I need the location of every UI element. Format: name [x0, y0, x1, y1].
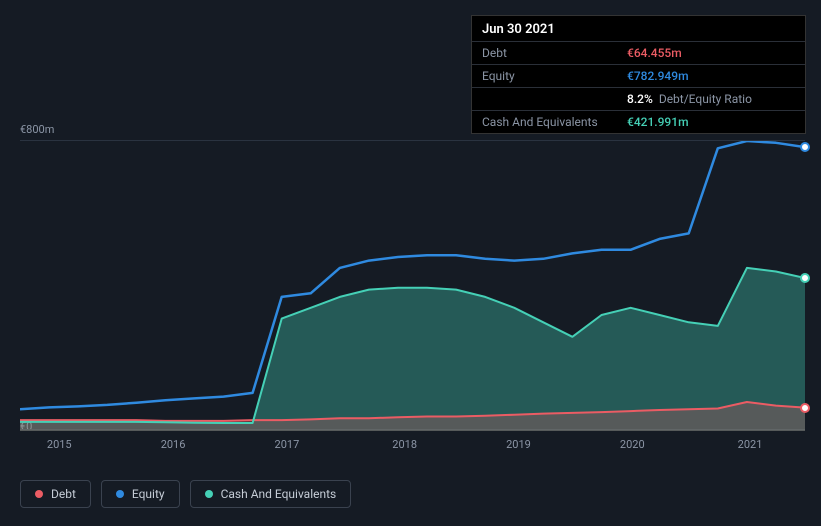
legend-item-cash-and-equivalents[interactable]: Cash And Equivalents [190, 480, 352, 508]
series-endpoint [800, 142, 810, 152]
x-label: 2015 [47, 438, 72, 451]
legend-dot [116, 490, 124, 498]
legend: Debt Equity Cash And Equivalents [20, 480, 351, 508]
x-label: 2016 [161, 438, 186, 451]
tooltip-label [482, 92, 627, 106]
x-label: 2017 [275, 438, 300, 451]
chart-area: €800m €0 2015201620172018201920202021 [20, 120, 805, 470]
tooltip-value: €64.455m [627, 46, 682, 60]
x-label: 2020 [620, 438, 645, 451]
tooltip: Jun 30 2021 Debt€64.455mEquity€782.949m8… [471, 15, 806, 134]
legend-label: Debt [51, 487, 76, 501]
legend-dot [35, 490, 43, 498]
x-label: 2021 [738, 438, 763, 451]
tooltip-value: €782.949m [627, 69, 689, 83]
legend-item-debt[interactable]: Debt [20, 480, 91, 508]
plot [20, 140, 805, 430]
legend-label: Cash And Equivalents [221, 487, 337, 501]
tooltip-label: Equity [482, 69, 627, 83]
legend-dot [205, 490, 213, 498]
x-label: 2018 [392, 438, 417, 451]
tooltip-row: Debt€64.455m [472, 41, 805, 64]
series-endpoint [800, 403, 810, 413]
x-axis: 2015 2016 2017 2018 2019 2020 2021 [20, 438, 805, 454]
tooltip-value: 8.2% [627, 92, 653, 106]
legend-label: Equity [132, 487, 165, 501]
tooltip-date: Jun 30 2021 [472, 16, 805, 41]
tooltip-label: Debt [482, 46, 627, 60]
x-label: 2019 [506, 438, 531, 451]
legend-item-equity[interactable]: Equity [101, 480, 180, 508]
tooltip-row: Equity€782.949m [472, 64, 805, 87]
series-endpoint [800, 273, 810, 283]
y-label-max: €800m [20, 123, 54, 136]
tooltip-row: 8.2% Debt/Equity Ratio [472, 87, 805, 110]
plot-svg [20, 141, 805, 431]
tooltip-extra: Debt/Equity Ratio [659, 92, 752, 106]
